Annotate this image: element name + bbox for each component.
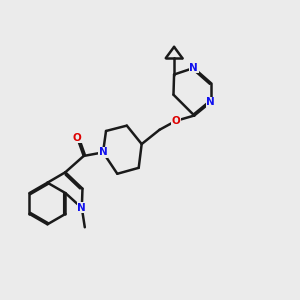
Text: O: O xyxy=(172,116,180,126)
Text: N: N xyxy=(189,63,198,73)
Text: N: N xyxy=(206,97,215,107)
Text: N: N xyxy=(99,147,107,158)
Text: O: O xyxy=(73,133,82,142)
Text: N: N xyxy=(77,203,86,213)
